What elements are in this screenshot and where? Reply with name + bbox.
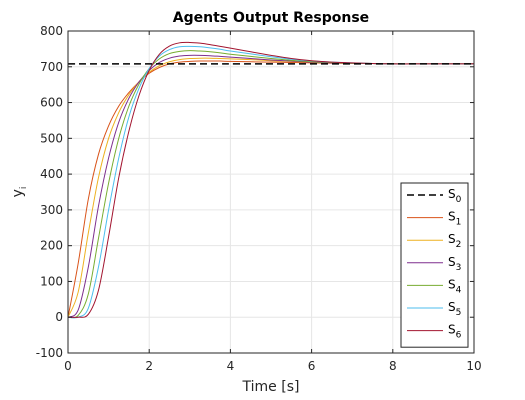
legend-label-subscript: 5 <box>456 308 462 318</box>
legend-label-main: S <box>448 255 456 269</box>
series-layer <box>67 41 474 319</box>
legend-label-s0: S0 <box>448 187 462 205</box>
y-tick-label: -100 <box>36 346 63 360</box>
legend-label-s5: S5 <box>448 300 461 318</box>
plot-border <box>67 30 475 354</box>
y-axis-label-main: y <box>10 189 26 197</box>
legend-label-main: S <box>448 187 456 201</box>
y-tick-label: 100 <box>40 274 63 288</box>
legend-label-main: S <box>448 300 456 314</box>
legend-label-subscript: 1 <box>456 218 462 228</box>
x-tick-label: 8 <box>389 359 397 373</box>
legend-label-subscript: 4 <box>456 285 462 295</box>
x-tick-label: 6 <box>308 359 316 373</box>
legend-box <box>400 182 469 348</box>
x-axis-label: Time [s] <box>242 379 300 395</box>
legend-label-main: S <box>448 277 456 291</box>
legend-label-main: S <box>448 210 456 224</box>
legend-label-s2: S2 <box>448 232 461 250</box>
axis-ticks <box>67 30 475 354</box>
y-tick-label: 200 <box>40 239 63 253</box>
y-tick-label: 800 <box>40 24 63 38</box>
chart-title: Agents Output Response <box>173 10 369 26</box>
y-tick-label: 600 <box>40 96 63 110</box>
y-tick-label: 500 <box>40 131 63 145</box>
x-tick-label: 0 <box>64 359 72 373</box>
legend-label-s1: S1 <box>448 210 461 228</box>
y-axis-label: yi <box>10 187 29 198</box>
legend-label-s3: S3 <box>448 255 461 273</box>
y-tick-label: 0 <box>55 310 63 324</box>
x-tick-label: 2 <box>145 359 153 373</box>
y-tick-label: 700 <box>40 60 63 74</box>
legend-label-subscript: 0 <box>456 195 462 205</box>
y-axis-label-subscript: i <box>19 187 29 190</box>
y-tick-label: 300 <box>40 203 63 217</box>
legend-label-subscript: 3 <box>456 263 462 273</box>
x-tick-label: 4 <box>227 359 235 373</box>
legend-label-main: S <box>448 323 456 337</box>
legend-label-main: S <box>448 232 456 246</box>
legend-label-subscript: 6 <box>456 331 462 341</box>
y-tick-label: 400 <box>40 167 63 181</box>
legend-label-subscript: 2 <box>456 240 462 250</box>
x-tick-label: 10 <box>466 359 481 373</box>
legend-label-s6: S6 <box>448 323 462 341</box>
legend-label-s4: S4 <box>448 277 462 295</box>
